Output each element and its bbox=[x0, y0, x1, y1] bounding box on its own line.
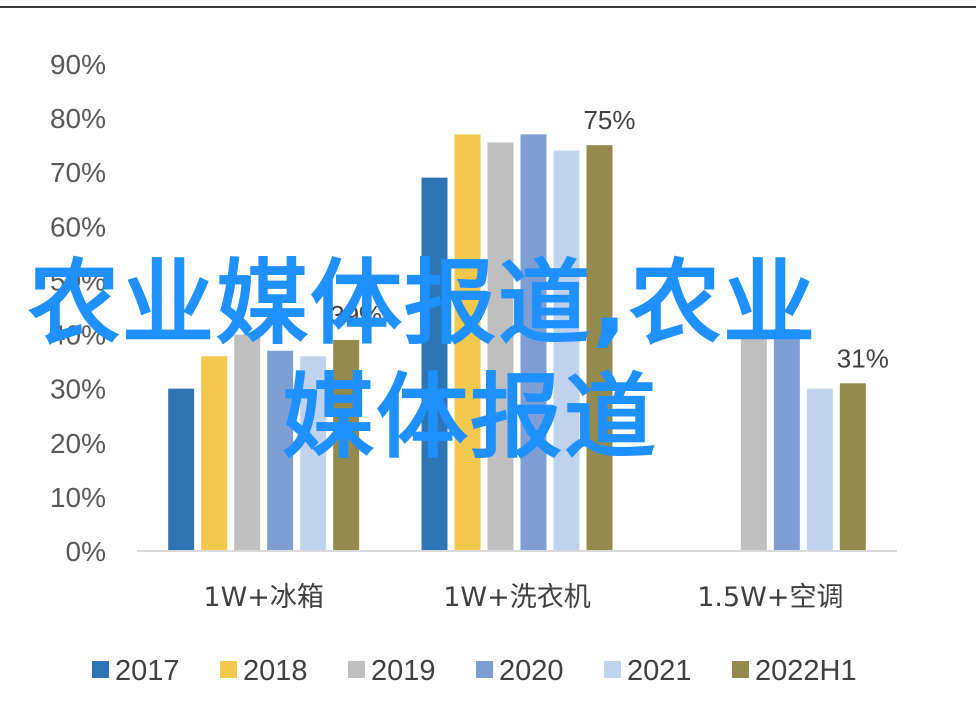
data-label: 39% bbox=[330, 300, 382, 330]
y-tick-label: 90% bbox=[50, 49, 106, 80]
legend-label: 2020 bbox=[499, 655, 564, 687]
legend-swatch bbox=[732, 661, 749, 678]
y-tick-label: 80% bbox=[50, 103, 106, 134]
data-label: 31% bbox=[837, 343, 889, 373]
x-category-label: 1W+冰箱 bbox=[203, 582, 324, 613]
legend-label: 2017 bbox=[115, 655, 180, 687]
bar bbox=[454, 134, 481, 551]
bar bbox=[806, 388, 833, 551]
legend-label: 2022H1 bbox=[755, 655, 857, 687]
legend-swatch bbox=[348, 661, 365, 678]
y-tick-label: 0% bbox=[66, 536, 106, 567]
bar bbox=[201, 356, 228, 551]
bar-data-labels: 39% 75% 31% bbox=[330, 105, 889, 373]
x-category-label: 1W+洗衣机 bbox=[443, 582, 591, 613]
legend-swatch bbox=[220, 661, 237, 678]
legend-swatch bbox=[476, 661, 493, 678]
bar bbox=[839, 383, 866, 551]
top-border-line bbox=[0, 6, 976, 8]
y-tick-label: 20% bbox=[50, 428, 106, 459]
y-tick-label: 70% bbox=[50, 157, 106, 188]
y-tick-label: 60% bbox=[50, 211, 106, 242]
bar bbox=[333, 339, 360, 551]
y-tick-label: 40% bbox=[50, 320, 106, 351]
bar bbox=[520, 134, 547, 551]
legend-swatch bbox=[604, 661, 621, 678]
bar bbox=[234, 334, 261, 551]
legend-label: 2018 bbox=[243, 655, 308, 687]
data-label: 75% bbox=[583, 105, 635, 135]
legend-label: 2019 bbox=[371, 655, 436, 687]
y-tick-label: 50% bbox=[50, 265, 106, 296]
bar bbox=[553, 150, 580, 552]
legend-swatch bbox=[92, 661, 109, 678]
y-tick-label: 30% bbox=[50, 374, 106, 405]
x-category-label: 1.5W+空调 bbox=[697, 582, 843, 613]
legend-label: 2021 bbox=[627, 655, 692, 687]
bar-series bbox=[168, 134, 866, 552]
y-axis-tick-labels: 0% 10% 20% 30% 40% 50% 60% 70% 80% 90% bbox=[50, 49, 106, 567]
bar bbox=[168, 388, 195, 551]
bar bbox=[487, 142, 514, 551]
x-axis-category-labels: 1W+冰箱 1W+洗衣机 1.5W+空调 bbox=[203, 582, 843, 613]
watermark-text-line-2: 媒体报道 bbox=[282, 364, 659, 471]
chart-legend: 2017 2018 2019 2020 2021 2022H1 bbox=[92, 655, 857, 687]
y-tick-label: 10% bbox=[50, 482, 106, 513]
bar bbox=[421, 177, 448, 551]
watermark-text-line-1: 农业媒体报道,农业 bbox=[28, 250, 817, 357]
bar bbox=[740, 334, 767, 551]
bar bbox=[586, 145, 613, 551]
bar bbox=[267, 350, 294, 551]
bar bbox=[300, 356, 327, 551]
bar bbox=[773, 329, 800, 551]
